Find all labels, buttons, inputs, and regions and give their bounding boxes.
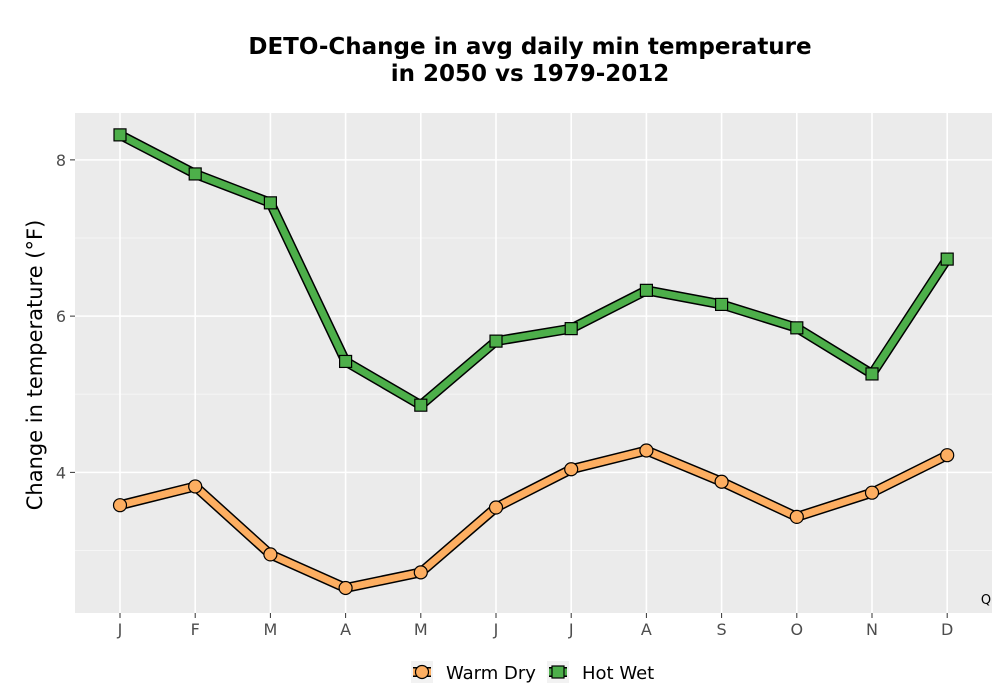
data-point [564,462,579,477]
series-layer [112,128,955,596]
data-point [789,509,804,525]
axes: 4 6 8 J F M A M J J A S O N D [56,151,954,639]
chart-title-line-2: in 2050 vs 1979-2012 [391,61,670,87]
legend-item: Warm Dry [411,661,536,684]
x-tick-label: F [191,620,200,639]
data-point [414,398,428,412]
data-point [112,498,128,513]
x-tick-label: J [493,620,499,639]
data-point [338,580,353,596]
x-tick-label: J [117,620,123,639]
data-point [639,443,654,458]
data-point [263,196,277,210]
series-hot-wet [113,128,954,412]
data-point [940,448,955,463]
data-point [790,321,804,335]
data-point [488,500,504,515]
data-point [564,322,578,336]
data-point [864,485,880,500]
legend: Warm Dry Hot Wet [411,661,654,684]
chart-title-line-1: DETO-Change in avg daily min temperature [248,34,811,60]
y-tick-label: 6 [56,307,66,326]
x-tick-label: M [263,620,277,639]
data-point [339,354,353,369]
data-point [714,297,729,312]
plot-panel [75,113,992,613]
series-warm-dry [112,443,955,596]
data-point [188,479,203,494]
x-tick-label: A [340,620,351,639]
x-tick-label: N [866,620,878,639]
series-line [116,447,951,592]
legend-label: Hot Wet [582,663,654,684]
corner-note: Q [981,593,991,608]
legend-key-marker [414,664,430,680]
series-line [116,131,951,409]
legend-key-marker [551,665,565,679]
y-axis-label: Change in temperature (°F) [23,220,47,511]
data-point [188,167,202,181]
legend-label: Warm Dry [446,663,536,684]
x-tick-label: J [568,620,574,639]
y-tick-label: 4 [56,463,66,482]
data-point [714,474,729,489]
data-point [413,565,428,580]
x-tick-label: O [791,620,804,639]
legend-item: Hot Wet [547,661,654,684]
x-tick-label: S [717,620,727,639]
data-point [865,367,879,381]
data-point [489,334,503,348]
x-tick-label: A [641,620,652,639]
data-point [113,128,127,142]
x-tick-label: M [414,620,428,639]
data-point [263,547,278,562]
data-point [639,283,654,297]
y-tick-label: 8 [56,151,66,170]
data-point [940,252,954,266]
x-tick-label: D [941,620,953,639]
